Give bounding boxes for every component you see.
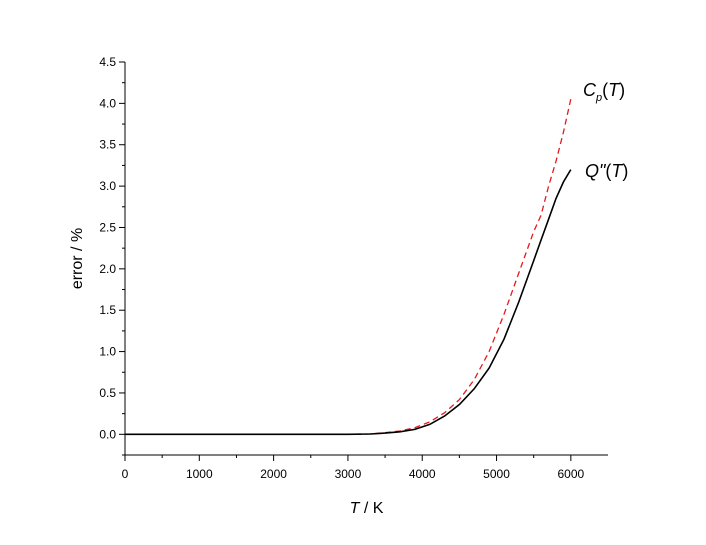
series-label-q-arg: (T) [605,161,628,181]
y-tick-label: 3.0 [99,179,116,193]
x-tick-label: 2000 [260,467,287,481]
x-axis-title: T / K [350,500,384,517]
y-tick-label: 4.0 [99,96,116,110]
series-line-cp [125,99,572,435]
x-tick-label: 3000 [335,467,362,481]
series-line-q [125,169,572,436]
y-tick-label: 1.0 [99,345,116,359]
x-ticks: 0 1000 2000 3000 4000 5000 6000 [122,455,585,481]
x-tick-label: 1000 [186,467,213,481]
y-tick-label: 2.5 [99,220,116,234]
y-tick-label: 1.5 [99,303,116,317]
series-label-cp-arg: (T) [602,80,625,100]
series-label-q-main: Q" [585,161,607,181]
series-label-q: Q"(T) [585,161,628,181]
y-tick-label: 0.0 [99,427,116,441]
x-tick-label: 5000 [483,467,510,481]
y-axis-title: error / % [69,228,86,289]
y-ticks: 0.0 0.5 1.0 1.5 2.0 2.5 3.0 3.5 4.0 4.5 [99,55,125,456]
series-label-cp: Cp(T) [583,80,625,104]
x-tick-label: 0 [122,467,129,481]
series-label-cp-sub: p [595,92,602,104]
x-axis-title-unit: / K [359,500,383,517]
series-layer [125,99,572,436]
y-tick-label: 0.5 [99,386,116,400]
y-tick-label: 4.5 [99,55,116,69]
x-tick-label: 6000 [557,467,584,481]
x-axis-title-italic: T [350,500,361,517]
axes [124,62,608,456]
y-tick-label: 3.5 [99,138,116,152]
x-tick-label: 4000 [409,467,436,481]
series-label-cp-main: C [583,80,597,100]
y-tick-label: 2.0 [99,262,116,276]
